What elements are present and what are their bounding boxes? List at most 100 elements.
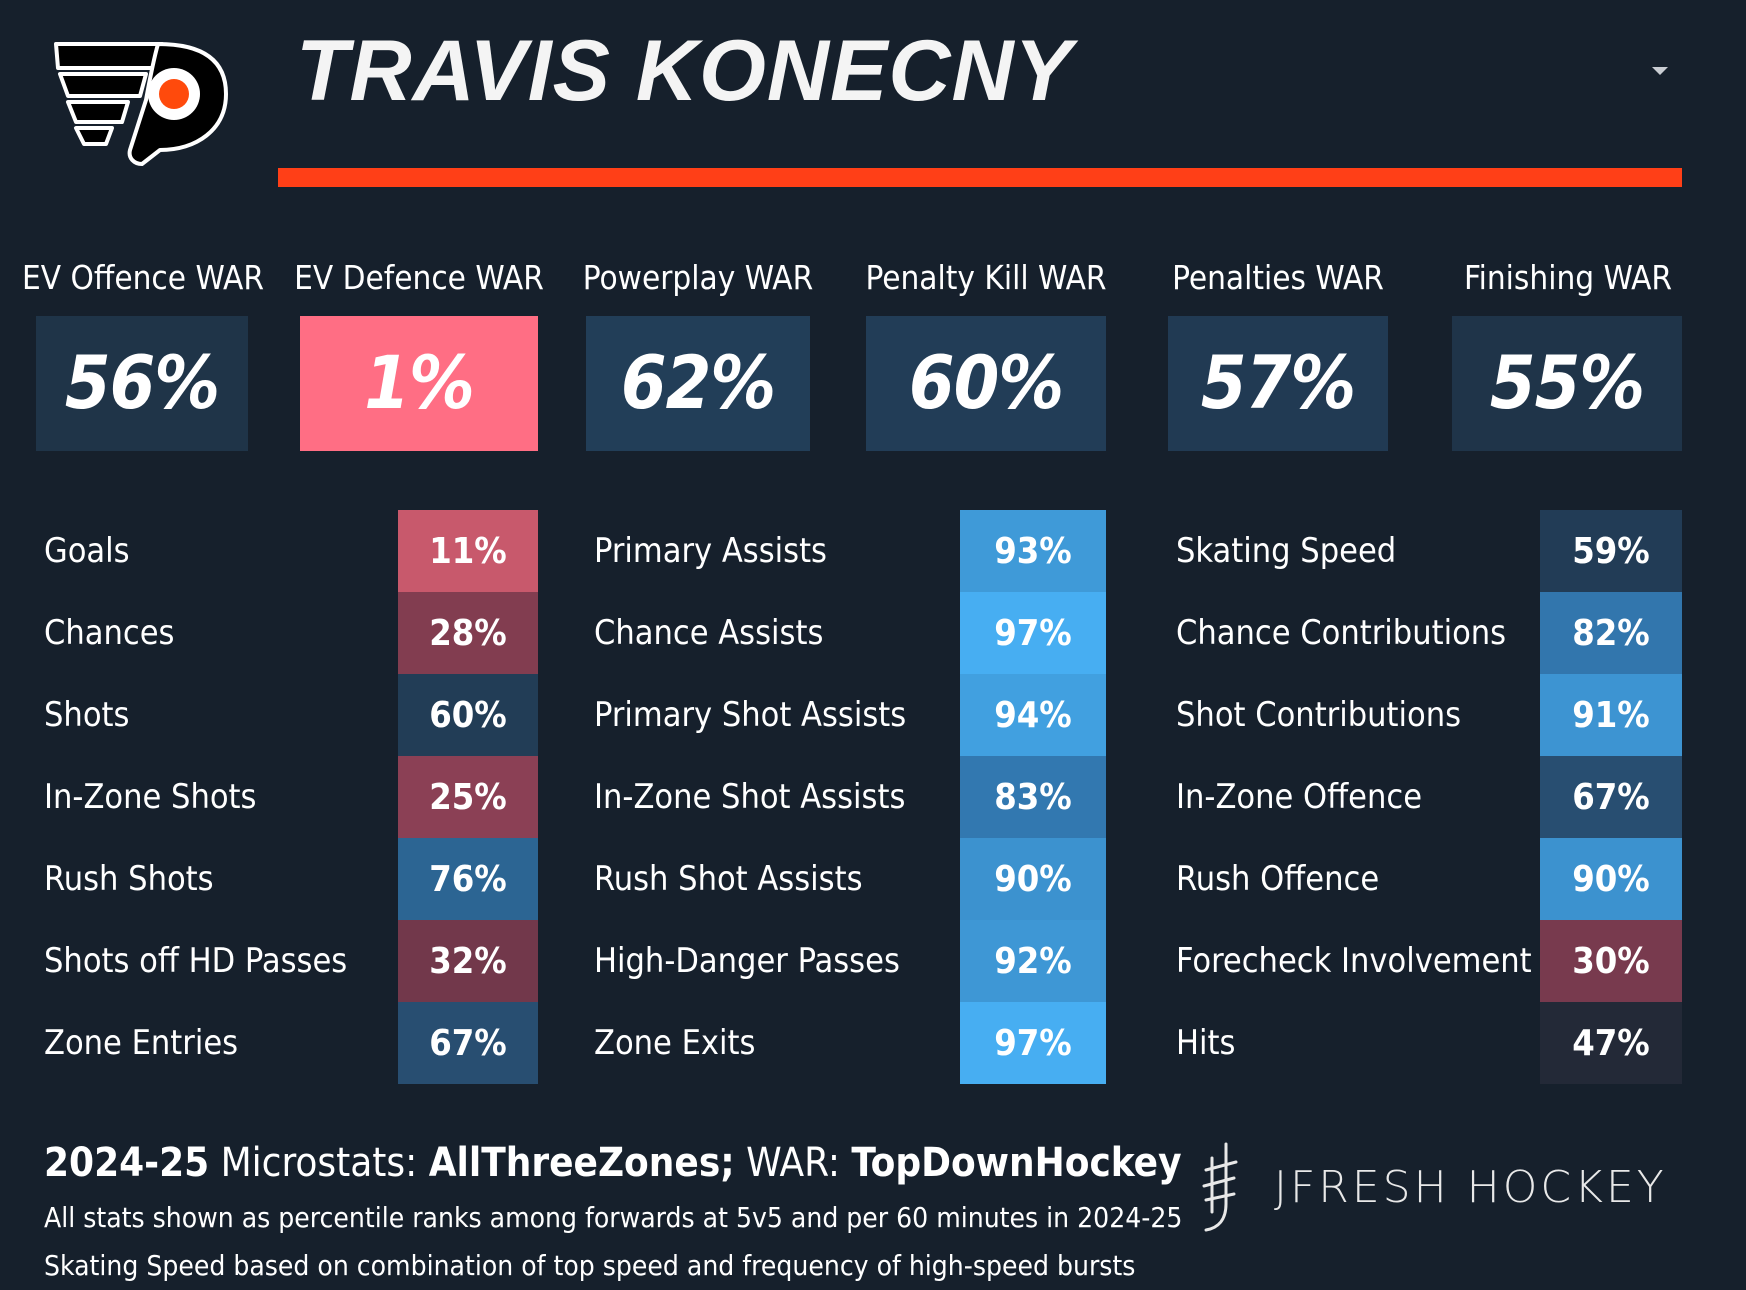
war-label: EV Defence WAR [294, 258, 544, 297]
stat-percentile-value: 25% [429, 776, 507, 818]
stat-label: Primary Shot Assists [594, 695, 907, 735]
stat-row: Primary Shot Assists [594, 674, 906, 756]
stat-percentile-box: 91% [1540, 674, 1682, 756]
footer-microstats-source: AllThreeZones; [428, 1140, 735, 1186]
stat-label: Forecheck Involvement [1176, 941, 1532, 981]
stat-label: Shot Contributions [1176, 695, 1462, 735]
stat-percentile-value: 92% [994, 940, 1072, 982]
stat-label: In-Zone Offence [1176, 777, 1423, 817]
stat-row: Chance Contributions [1176, 592, 1506, 674]
stat-label: In-Zone Shots [44, 777, 257, 817]
stat-label: Shots [44, 695, 130, 735]
player-name: TRAVIS KONECNY [296, 23, 1073, 119]
stat-percentile-box: 30% [1540, 920, 1682, 1002]
stat-percentile-box: 59% [1540, 510, 1682, 592]
jfresh-hockey-stick-icon [1202, 1142, 1238, 1232]
war-percentile-box: 57% [1168, 316, 1388, 451]
brand: JFRESH HOCKEY [1196, 1140, 1667, 1234]
war-percentile-value: 55% [1489, 341, 1645, 426]
footer-war-label: WAR: [746, 1140, 840, 1186]
war-percentile-box: 60% [866, 316, 1106, 451]
stat-row: Goals [44, 510, 130, 592]
stat-label: Skating Speed [1176, 531, 1397, 571]
stat-label: Hits [1176, 1023, 1236, 1063]
stat-label: Rush Shots [44, 859, 214, 899]
stat-percentile-box: 92% [960, 920, 1106, 1002]
stat-percentile-value: 94% [994, 694, 1072, 736]
stat-percentile-box: 90% [1540, 838, 1682, 920]
stat-percentile-value: 76% [429, 858, 507, 900]
stat-row: Rush Shots [44, 838, 214, 920]
war-percentile-value: 1% [364, 341, 474, 426]
footer-note-skating: Skating Speed based on combination of to… [44, 1249, 1136, 1282]
stat-row: In-Zone Offence [1176, 756, 1422, 838]
stat-percentile-value: 90% [1572, 858, 1650, 900]
war-percentile-box: 62% [586, 316, 810, 451]
stat-label: High-Danger Passes [594, 941, 900, 981]
stat-percentile-box: 60% [398, 674, 538, 756]
stat-row: Chance Assists [594, 592, 823, 674]
stat-percentile-box: 94% [960, 674, 1106, 756]
stat-row: Zone Entries [44, 1002, 238, 1084]
stat-row: Chances [44, 592, 174, 674]
stat-row: Shots [44, 674, 129, 756]
stat-row: Primary Assists [594, 510, 827, 592]
stat-percentile-value: 93% [994, 530, 1072, 572]
stat-percentile-value: 28% [429, 612, 507, 654]
stat-percentile-box: 90% [960, 838, 1106, 920]
stat-row: Skating Speed [1176, 510, 1396, 592]
war-percentile-value: 56% [64, 341, 220, 426]
stat-percentile-box: 47% [1540, 1002, 1682, 1084]
stat-percentile-box: 32% [398, 920, 538, 1002]
stat-percentile-box: 82% [1540, 592, 1682, 674]
war-label: EV Offence WAR [22, 258, 264, 297]
stat-row: In-Zone Shot Assists [594, 756, 905, 838]
stat-percentile-box: 93% [960, 510, 1106, 592]
accent-bar [278, 168, 1682, 187]
footer-season: 2024-25 [44, 1140, 210, 1186]
stat-percentile-box: 11% [398, 510, 538, 592]
stat-percentile-value: 11% [429, 530, 507, 572]
stat-row: High-Danger Passes [594, 920, 900, 1002]
stat-percentile-box: 28% [398, 592, 538, 674]
stat-row: In-Zone Shots [44, 756, 256, 838]
war-percentile-box: 55% [1452, 316, 1682, 451]
war-percentile-box: 1% [300, 316, 538, 451]
stat-label: Shots off HD Passes [44, 941, 348, 981]
player-select-dropdown-icon[interactable] [1652, 67, 1668, 75]
war-label: Powerplay WAR [582, 258, 814, 297]
war-label: Penalties WAR [1172, 258, 1384, 297]
war-label: Finishing WAR [1463, 258, 1673, 297]
stat-row: Hits [1176, 1002, 1235, 1084]
stat-label: Chance Assists [594, 613, 824, 653]
stat-percentile-box: 83% [960, 756, 1106, 838]
stat-percentile-value: 60% [429, 694, 507, 736]
stat-percentile-value: 82% [1572, 612, 1650, 654]
stat-percentile-value: 97% [994, 1022, 1072, 1064]
stat-percentile-box: 25% [398, 756, 538, 838]
stat-label: Primary Assists [594, 531, 827, 571]
footer-title: 2024-25 Microstats: AllThreeZones; WAR: … [44, 1140, 1182, 1186]
stat-label: Zone Entries [44, 1023, 239, 1063]
stat-row: Shots off HD Passes [44, 920, 347, 1002]
stat-percentile-value: 59% [1572, 530, 1650, 572]
stat-row: Shot Contributions [1176, 674, 1461, 756]
stat-row: Zone Exits [594, 1002, 755, 1084]
stat-row: Rush Offence [1176, 838, 1379, 920]
stat-label: Goals [44, 531, 130, 571]
flyers-logo-icon [54, 42, 228, 166]
stat-percentile-value: 97% [994, 612, 1072, 654]
war-percentile-value: 62% [620, 341, 776, 426]
war-percentile-value: 57% [1200, 341, 1356, 426]
footer-microstats-label: Microstats: [220, 1140, 418, 1186]
stat-percentile-value: 90% [994, 858, 1072, 900]
stat-percentile-value: 30% [1572, 940, 1650, 982]
stat-percentile-value: 67% [1572, 776, 1650, 818]
stat-percentile-value: 67% [429, 1022, 507, 1064]
stat-percentile-value: 91% [1572, 694, 1650, 736]
war-label: Penalty Kill WAR [865, 258, 1107, 297]
stat-percentile-value: 32% [429, 940, 507, 982]
footer-note-percentile: All stats shown as percentile ranks amon… [44, 1201, 1183, 1234]
stat-label: Chances [44, 613, 175, 653]
stat-percentile-value: 83% [994, 776, 1072, 818]
